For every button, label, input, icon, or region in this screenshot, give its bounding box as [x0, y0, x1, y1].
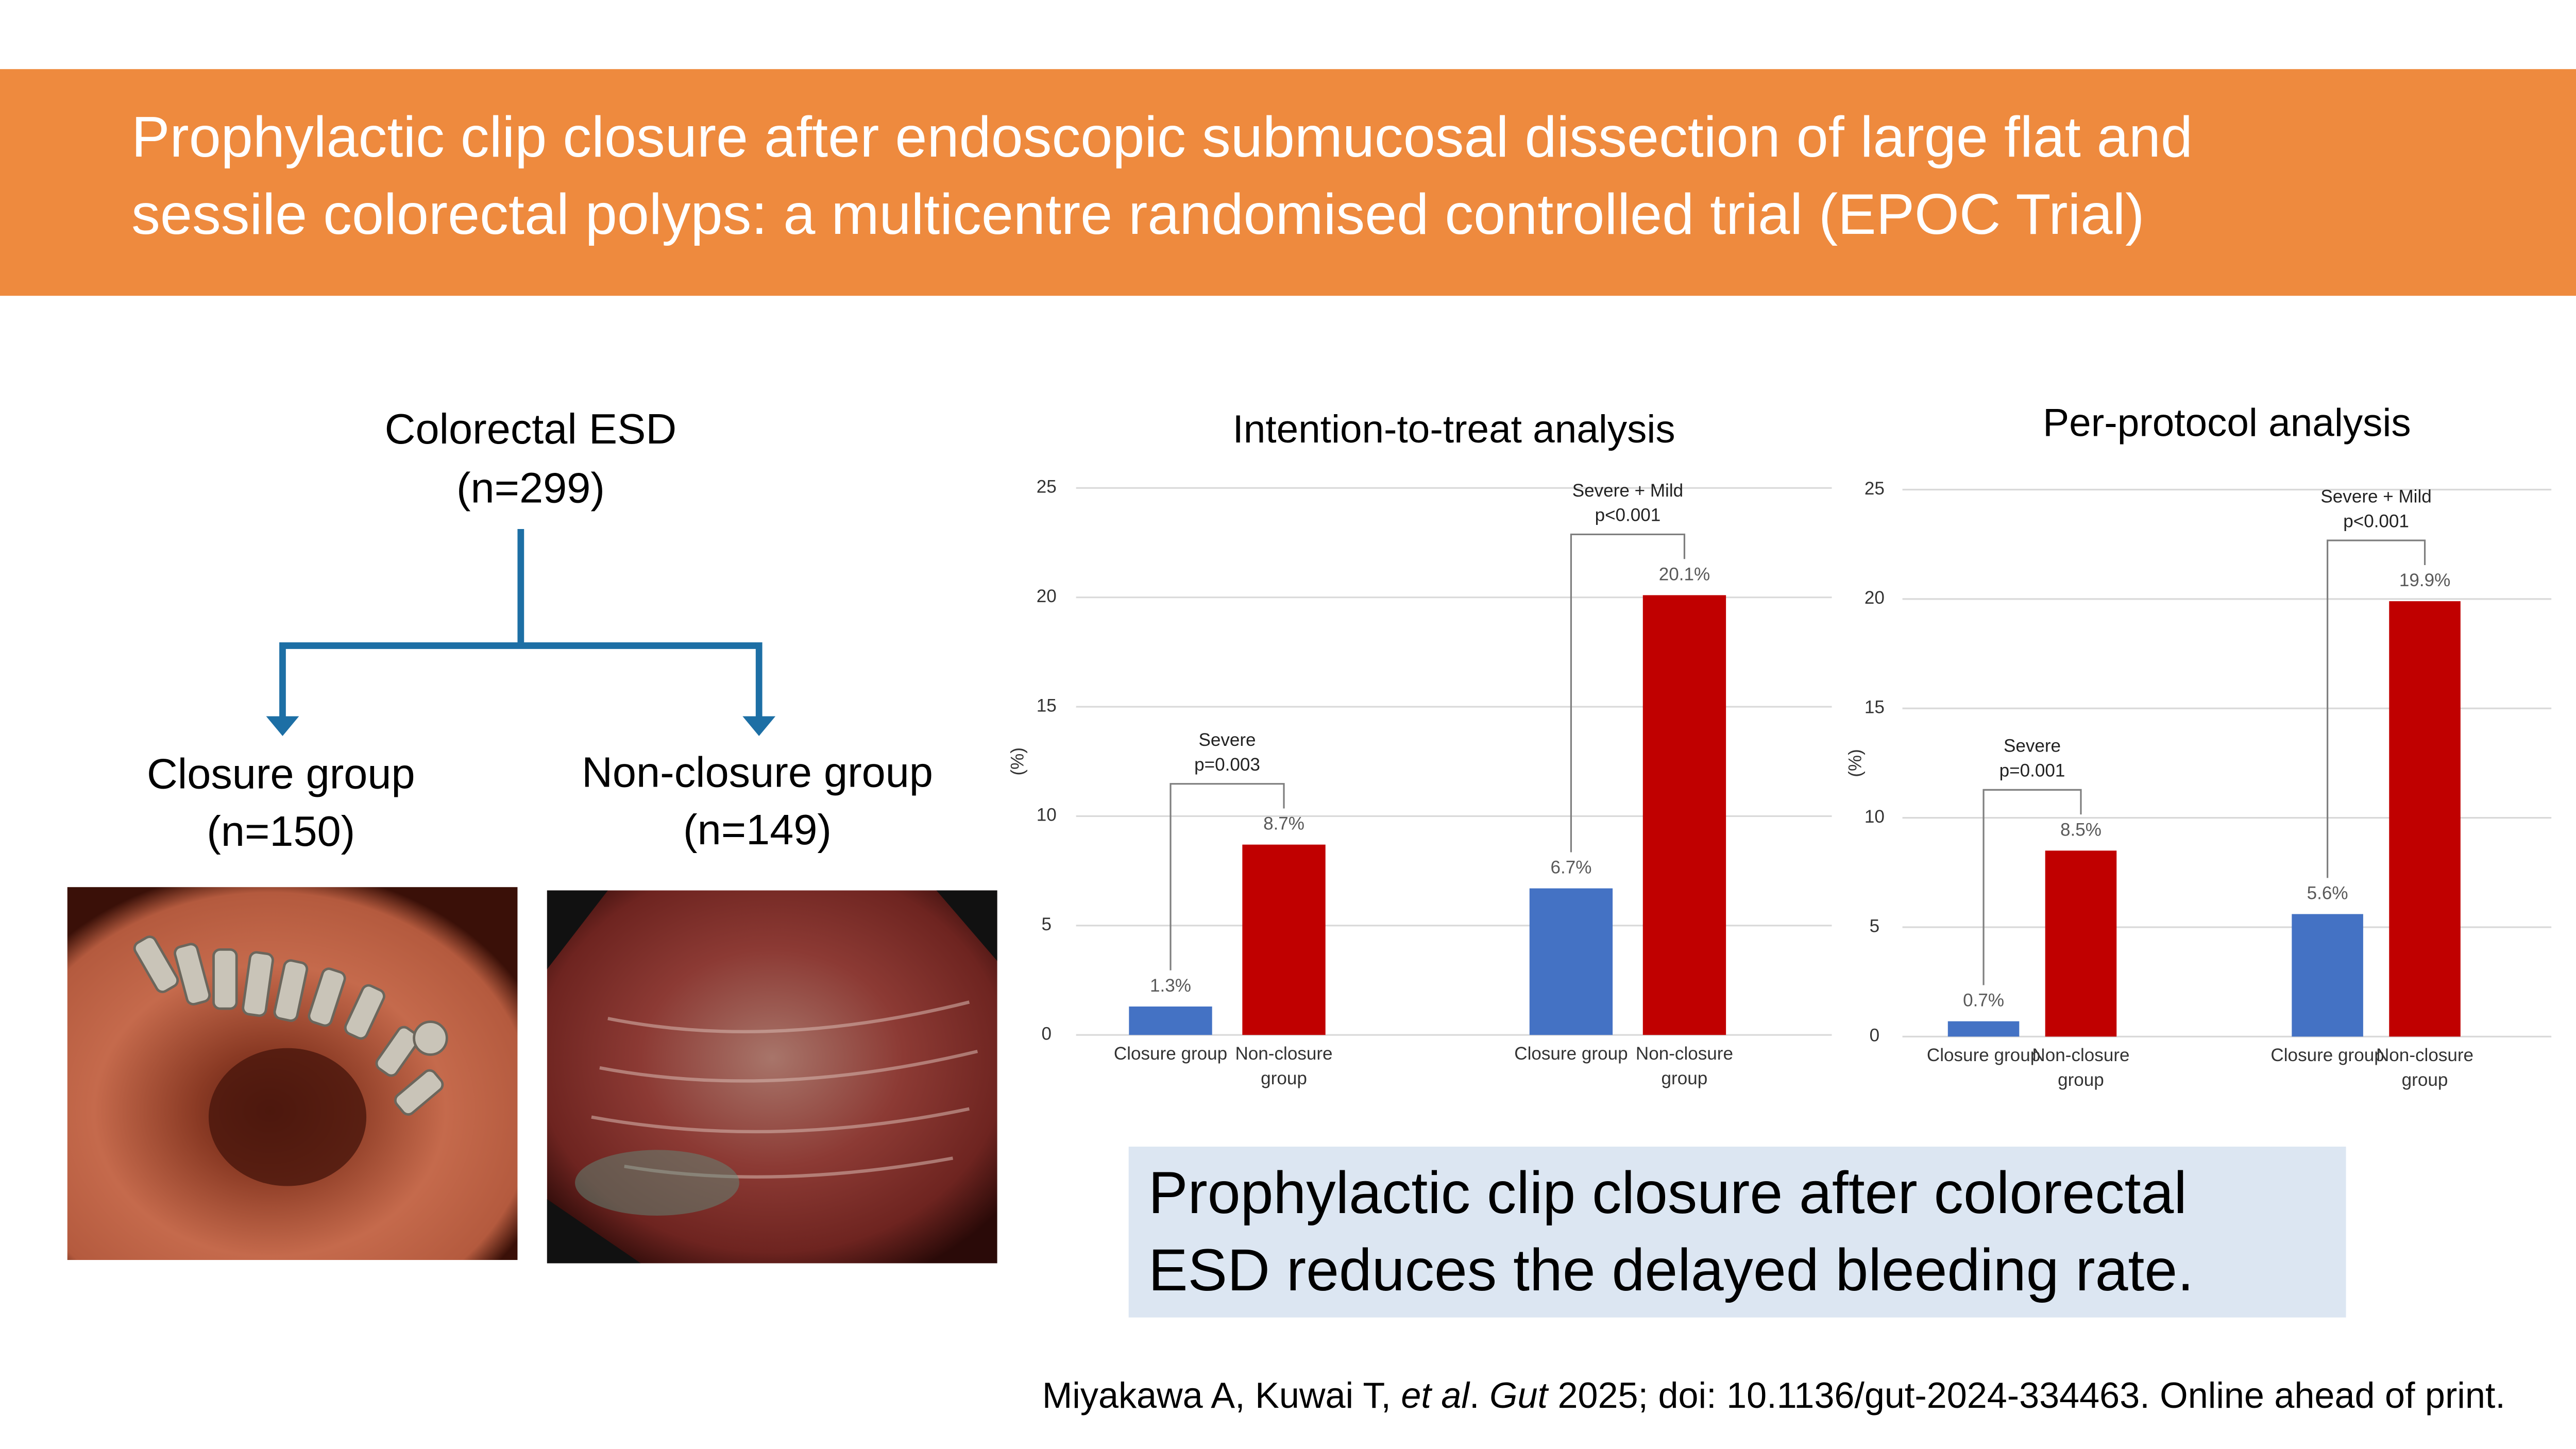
significance-bracket [2327, 539, 2426, 878]
y-tick-label: 15 [1037, 695, 1057, 715]
value-label: 5.6% [2307, 883, 2348, 904]
conclusion-text: Prophylactic clip closure after colorect… [1148, 1160, 2187, 1226]
photo-closure [67, 887, 518, 1260]
annotation-text: p=0.003 [1194, 755, 1260, 775]
annotation-text: Severe + Mild [2320, 486, 2431, 506]
y-tick-label: 20 [1865, 588, 1885, 608]
x-tick-label: Non-closure group [2032, 1046, 2130, 1091]
bar [2045, 850, 2117, 1037]
value-label: 6.7% [1550, 858, 1591, 878]
x-tick-label-text: Closure group [2270, 1046, 2384, 1066]
flow-root-n: (n=299) [456, 464, 605, 512]
photo-non-closure [547, 890, 997, 1264]
citation-segment: 2025; doi: 10.1136/gut-2024-334463. Onli… [1548, 1374, 2505, 1415]
header-title: Prophylactic clip closure after endoscop… [131, 105, 2193, 169]
bar [1529, 888, 1613, 1035]
y-tick-label: 25 [1037, 477, 1057, 497]
chart-title: Per-protocol analysis [2043, 401, 2411, 445]
bar [1242, 844, 1326, 1035]
x-tick-label: Non-closure group [1635, 1045, 1734, 1089]
y-tick-label: 10 [1865, 807, 1885, 827]
y-tick-label: 5 [1870, 916, 1880, 936]
y-tick-label: 5 [1041, 914, 1052, 934]
annotation-text: Severe [1198, 730, 1256, 750]
header-title: sessile colorectal polyps: a multicentre… [131, 182, 2144, 246]
x-tick-label: Non-closure group [1235, 1045, 1333, 1089]
annotation-text: p=0.001 [1999, 761, 2065, 781]
y-tick-label: 15 [1865, 697, 1885, 718]
x-tick-label-text: Non-closure group [1635, 1045, 1734, 1089]
x-tick-label: Closure group [1514, 1045, 1628, 1065]
x-tick-label-text: Non-closure group [1235, 1045, 1333, 1089]
x-tick-label-text: Non-closure group [2032, 1046, 2130, 1091]
value-label: 8.7% [1263, 814, 1304, 834]
annotation-text: Severe + Mild [1572, 481, 1683, 501]
significance-bracket [1982, 789, 2082, 985]
citation: Miyakawa A, Kuwai T, et al. Gut 2025; do… [1042, 1374, 2505, 1415]
x-tick-label: Closure group [2270, 1046, 2384, 1066]
flow-branch-n: (n=150) [207, 807, 355, 855]
x-tick-label-text: Closure group [1926, 1046, 2041, 1066]
x-tick-label-text: Closure group [1514, 1045, 1628, 1065]
citation-segment: et al [1401, 1374, 1470, 1415]
annotation-text: p<0.001 [2343, 511, 2409, 531]
chart-title: Intention-to-treat analysis [1233, 407, 1675, 451]
conclusion-box [1128, 1147, 2346, 1318]
y-tick-label: 10 [1037, 805, 1057, 825]
value-label: 19.9% [2399, 570, 2450, 590]
flow-arrowhead [266, 716, 776, 736]
x-tick-label: Closure group [1113, 1045, 1228, 1065]
x-tick-label-text: Closure group [1113, 1045, 1228, 1065]
value-label: 0.7% [1963, 991, 2004, 1011]
significance-bracket [1570, 533, 1686, 853]
value-label: 8.5% [2060, 820, 2102, 840]
value-label: 1.3% [1150, 976, 1191, 996]
x-tick-label-text: Non-closure group [2376, 1046, 2474, 1091]
citation-segment: Gut [1489, 1374, 1549, 1415]
flow-connector [279, 529, 762, 720]
value-label: 20.1% [1659, 564, 1710, 584]
y-tick-label: 0 [1870, 1026, 1880, 1046]
y-axis-label: (%) [1845, 749, 1866, 777]
bar [1947, 1021, 2020, 1037]
x-tick-label: Non-closure group [2376, 1046, 2474, 1091]
y-tick-label: 25 [1865, 479, 1885, 499]
y-tick-label: 0 [1041, 1024, 1052, 1044]
flow-branch-n: (n=149) [683, 806, 832, 854]
citation-segment: Miyakawa A, Kuwai T, [1042, 1374, 1401, 1415]
header-band [0, 69, 2576, 296]
bar [2389, 601, 2461, 1037]
flow-branch-label: Closure group [147, 749, 415, 797]
significance-bracket [1170, 783, 1285, 970]
conclusion-text: ESD reduces the delayed bleeding rate. [1148, 1237, 2194, 1303]
bar [1129, 1006, 1212, 1035]
bar [2292, 914, 2363, 1037]
citation-segment: . [1469, 1374, 1489, 1415]
x-tick-label: Closure group [1926, 1046, 2041, 1066]
bar [1642, 595, 1726, 1035]
annotation-text: Severe [2004, 736, 2061, 756]
annotation-text: p<0.001 [1595, 505, 1661, 525]
flow-branch-label: Non-closure group [582, 748, 933, 796]
y-tick-label: 20 [1037, 586, 1057, 606]
flow-root-label: Colorectal ESD [385, 405, 677, 453]
y-axis-label: (%) [1007, 747, 1027, 776]
